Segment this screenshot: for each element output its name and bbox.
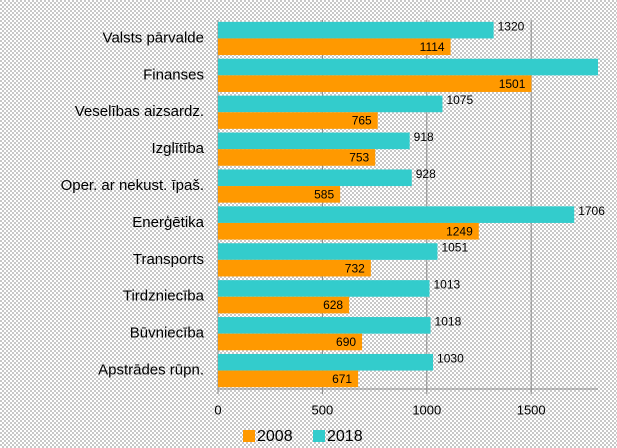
category-label: Būvniecība	[130, 325, 205, 342]
category-label: Finanses	[143, 66, 204, 83]
category-label: Transports	[133, 251, 204, 268]
value-label: 671	[332, 372, 352, 386]
bar	[218, 38, 451, 56]
value-label: 1075	[446, 93, 473, 107]
value-label: 1320	[498, 19, 525, 33]
bar	[218, 95, 443, 113]
bar	[218, 186, 341, 203]
category-label: Tirdzniecība	[123, 288, 205, 305]
category-label: Enerģētika	[132, 214, 204, 231]
bar	[218, 243, 438, 260]
bar	[218, 112, 378, 129]
legend-swatch	[313, 430, 325, 442]
bar	[218, 75, 532, 92]
value-label: 585	[314, 188, 334, 202]
value-label: 753	[349, 151, 369, 165]
value-label: 1030	[437, 351, 464, 365]
value-label: 928	[416, 167, 436, 181]
category-label: Veselības aizsardz.	[75, 103, 204, 120]
value-label: 1018	[435, 315, 462, 329]
value-label: 1249	[446, 224, 473, 238]
bar	[218, 296, 350, 314]
bar	[218, 149, 376, 166]
category-label: Oper. ar nekust. īpaš.	[61, 177, 204, 194]
value-label: 1013	[434, 278, 461, 292]
value-label: 765	[352, 114, 372, 128]
bar	[218, 317, 431, 334]
bar	[218, 370, 359, 388]
value-label: 628	[323, 298, 343, 312]
legend-label: 2018	[327, 428, 363, 445]
legend-label: 2008	[257, 428, 293, 445]
bar	[218, 132, 410, 150]
category-label: Izglītība	[151, 140, 204, 157]
value-label: 1706	[578, 204, 605, 218]
legend-swatch	[243, 430, 255, 442]
x-tick-label: 1500	[517, 402, 546, 417]
x-tick-label: 1000	[412, 402, 441, 417]
bar	[218, 353, 434, 371]
bar	[218, 259, 371, 277]
value-label: 918	[414, 130, 434, 144]
bar	[218, 21, 494, 39]
value-label: 1114	[420, 40, 445, 54]
value-label: 1051	[441, 241, 468, 255]
bar	[218, 222, 479, 240]
bar	[218, 333, 363, 351]
category-label: Valsts pārvalde	[103, 29, 204, 46]
bar	[218, 280, 430, 297]
value-label: 690	[336, 335, 356, 349]
category-label: Apstrādes rūpn.	[98, 362, 204, 379]
value-label: 1501	[499, 77, 526, 91]
x-tick-label: 500	[312, 402, 334, 417]
bar	[218, 58, 598, 76]
value-label: 732	[345, 261, 365, 275]
bar	[218, 169, 412, 187]
bar	[218, 206, 575, 223]
x-tick-label: 0	[214, 402, 221, 417]
